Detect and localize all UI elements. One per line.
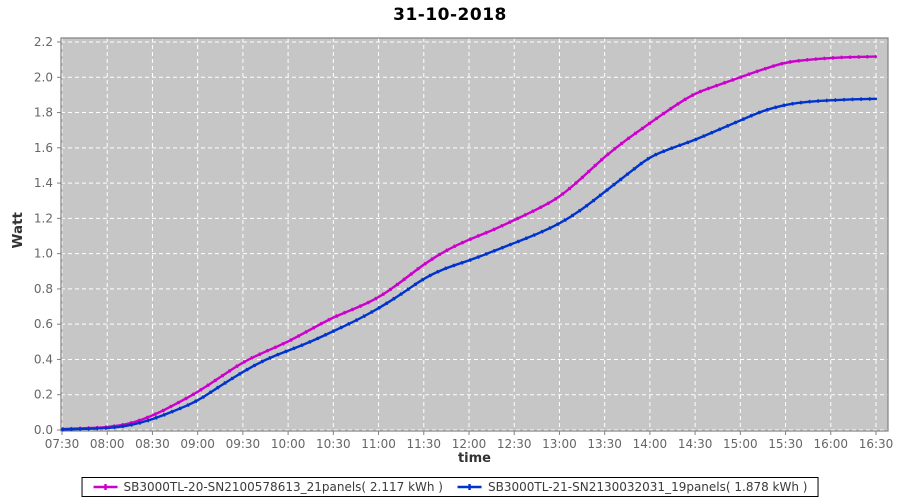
svg-text:13:30: 13:30 bbox=[587, 437, 622, 451]
legend: SB3000TL-20-SN2100578613_21panels( 2.117… bbox=[81, 477, 819, 497]
svg-text:0.4: 0.4 bbox=[34, 352, 53, 366]
svg-text:10:00: 10:00 bbox=[271, 437, 306, 451]
legend-item-series-1: SB3000TL-20-SN2100578613_21panels( 2.117… bbox=[93, 480, 443, 494]
svg-text:1.6: 1.6 bbox=[34, 141, 53, 155]
svg-text:0.2: 0.2 bbox=[34, 388, 53, 402]
svg-text:1.4: 1.4 bbox=[34, 176, 53, 190]
svg-text:15:30: 15:30 bbox=[768, 437, 803, 451]
x-axis-label: time bbox=[457, 451, 492, 466]
svg-text:08:30: 08:30 bbox=[135, 437, 170, 451]
svg-text:1.2: 1.2 bbox=[34, 211, 53, 225]
svg-text:2.0: 2.0 bbox=[34, 70, 53, 84]
svg-text:16:30: 16:30 bbox=[859, 437, 894, 451]
legend-line-icon bbox=[458, 484, 482, 490]
legend-item-series-2: SB3000TL-21-SN2130032031_19panels( 1.878… bbox=[457, 480, 807, 494]
svg-text:16:00: 16:00 bbox=[813, 437, 848, 451]
svg-text:1.8: 1.8 bbox=[34, 106, 53, 120]
svg-text:12:00: 12:00 bbox=[452, 437, 487, 451]
svg-text:11:00: 11:00 bbox=[361, 437, 396, 451]
svg-text:08:00: 08:00 bbox=[90, 437, 125, 451]
legend-item-label: SB3000TL-21-SN2130032031_19panels( 1.878… bbox=[488, 480, 808, 494]
chart-title: 31-10-2018 bbox=[393, 5, 507, 25]
y-axis-label: Watt bbox=[10, 212, 26, 249]
svg-text:14:00: 14:00 bbox=[633, 437, 668, 451]
svg-text:1.0: 1.0 bbox=[34, 247, 53, 261]
svg-text:13:00: 13:00 bbox=[542, 437, 577, 451]
svg-text:10:30: 10:30 bbox=[316, 437, 351, 451]
legend-item-label: SB3000TL-20-SN2100578613_21panels( 2.117… bbox=[123, 480, 443, 494]
svg-text:0.0: 0.0 bbox=[34, 423, 53, 437]
svg-text:2.2: 2.2 bbox=[34, 35, 53, 49]
svg-text:15:00: 15:00 bbox=[723, 437, 758, 451]
svg-text:09:30: 09:30 bbox=[226, 437, 261, 451]
svg-text:0.8: 0.8 bbox=[34, 282, 53, 296]
svg-text:14:30: 14:30 bbox=[678, 437, 713, 451]
svg-text:07:30: 07:30 bbox=[45, 437, 80, 451]
legend-line-icon bbox=[93, 484, 118, 490]
svg-text:0.6: 0.6 bbox=[34, 317, 53, 331]
svg-text:09:00: 09:00 bbox=[180, 437, 215, 451]
svg-text:11:30: 11:30 bbox=[406, 437, 441, 451]
svg-text:12:30: 12:30 bbox=[497, 437, 532, 451]
